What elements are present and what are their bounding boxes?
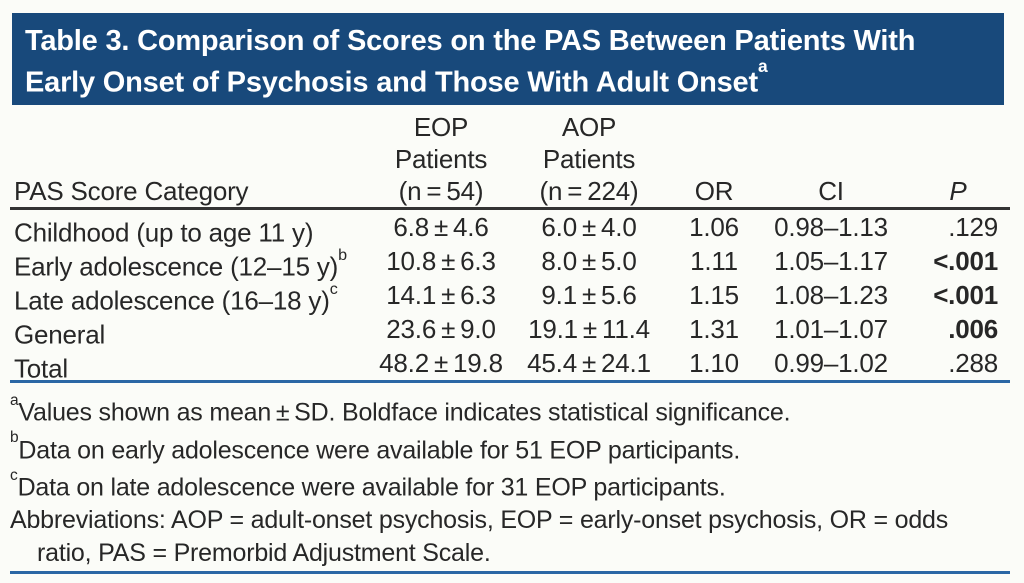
cell-ci: 1.08–1.23: [774, 280, 888, 310]
table-row-early-adolescence: Early adolescence (12–15 y)b 10.8 ± 6.3 …: [10, 244, 1010, 282]
cell-aop: 45.4 ± 24.1: [527, 348, 651, 378]
footnote-abbreviations-line2: ratio, PAS = Premorbid Adjustment Scale.: [37, 538, 491, 567]
cell-category: Total: [10, 346, 376, 386]
table-header-row: PAS Score Category EOP Patients (n = 54)…: [10, 105, 1010, 210]
cell-category: Early adolescence (12–15 y)b: [10, 244, 376, 284]
table-title-banner: Table 3. Comparison of Scores on the PAS…: [12, 13, 1004, 105]
cell-category: General: [10, 312, 376, 352]
footnote-abbreviations: Abbreviations: AOP = adult-onset psychos…: [10, 504, 1010, 569]
table-row-childhood: Childhood (up to age 11 y) 6.8 ± 4.6 6.0…: [10, 210, 1010, 248]
footnote-b: bData on early adolescence were availabl…: [10, 429, 1010, 467]
cell-p: .129: [948, 212, 998, 242]
cell-aop: 8.0 ± 5.0: [541, 246, 637, 276]
table-title-superscript: a: [757, 56, 768, 77]
column-header-eop-line1: EOP: [413, 112, 469, 142]
cell-or: 1.31: [689, 314, 739, 344]
footnotes: aValues shown as mean ± SD. Boldface ind…: [10, 391, 1010, 575]
column-header-category: PAS Score Category: [14, 176, 249, 206]
cell-p: .006: [948, 314, 998, 344]
column-header-eop-line2: Patients: [394, 144, 488, 174]
cell-p: <.001: [933, 246, 998, 276]
footnote-a-sup: a: [10, 391, 19, 409]
cell-eop: 48.2 ± 19.8: [379, 348, 503, 378]
cell-category-sup: b: [338, 245, 347, 264]
footnote-a-text: Values shown as mean ± SD. Boldface indi…: [18, 398, 791, 427]
cell-category-text: Early adolescence (12–15 y): [14, 251, 339, 282]
table-title-line1: Table 3. Comparison of Scores on the PAS…: [25, 25, 916, 57]
column-header-aop-line2: Patients: [542, 144, 636, 174]
table: PAS Score Category EOP Patients (n = 54)…: [10, 105, 1010, 384]
table-title-line2: Early Onset of Psychosis and Those With …: [25, 56, 994, 100]
table-title-line2-text: Early Onset of Psychosis and Those With …: [25, 66, 758, 99]
cell-ci: 1.01–1.07: [774, 314, 888, 344]
cell-or: 1.11: [690, 246, 738, 276]
cell-or: 1.06: [689, 212, 739, 242]
cell-or: 1.10: [689, 348, 739, 378]
footnote-c-text: Data on late adolescence were available …: [17, 473, 726, 502]
footnote-c-sup: c: [10, 466, 18, 484]
cell-category-text: Late adolescence (16–18 y): [14, 285, 330, 316]
cell-ci: 0.99–1.02: [774, 348, 888, 378]
cell-p: <.001: [933, 280, 998, 310]
cell-aop: 19.1 ± 11.4: [528, 314, 650, 344]
cell-eop: 6.8 ± 4.6: [393, 212, 489, 242]
cell-or: 1.15: [689, 280, 739, 310]
column-header-aop-line3: (n = 224): [539, 176, 639, 206]
cell-eop: 14.1 ± 6.3: [386, 280, 496, 310]
footnote-b-text: Data on early adolescence were available…: [18, 436, 741, 465]
cell-category: Childhood (up to age 11 y): [10, 210, 376, 250]
cell-p: .288: [948, 348, 998, 378]
cell-category: Late adolescence (16–18 y)c: [10, 278, 376, 318]
cell-category-text: General: [14, 319, 106, 350]
footnote-a: aValues shown as mean ± SD. Boldface ind…: [10, 391, 1010, 429]
cell-category-text: Total: [14, 353, 68, 384]
cell-eop: 23.6 ± 9.0: [386, 314, 496, 344]
table-row-total: Total 48.2 ± 19.8 45.4 ± 24.1 1.10 0.99–…: [10, 346, 1010, 384]
cell-aop: 6.0 ± 4.0: [541, 212, 637, 242]
column-header-aop-line1: AOP: [561, 112, 617, 142]
column-header-ci: CI: [818, 176, 844, 206]
cell-category-text: Childhood (up to age 11 y): [14, 217, 314, 248]
footnote-c: cData on late adolescence were available…: [10, 466, 1010, 504]
footnote-abbreviations-line1: Abbreviations: AOP = adult-onset psychos…: [10, 506, 949, 535]
table-row-late-adolescence: Late adolescence (16–18 y)c 14.1 ± 6.3 9…: [10, 278, 1010, 316]
column-header-aop: AOP Patients (n = 224): [506, 111, 672, 207]
column-header-eop-line3: (n = 54): [398, 176, 484, 206]
table-body: Childhood (up to age 11 y) 6.8 ± 4.6 6.0…: [10, 210, 1010, 384]
cell-aop: 9.1 ± 5.6: [541, 280, 637, 310]
cell-eop: 10.8 ± 6.3: [386, 246, 496, 276]
table-row-general: General 23.6 ± 9.0 19.1 ± 11.4 1.31 1.01…: [10, 312, 1010, 350]
footnote-b-sup: b: [10, 429, 19, 447]
column-header-p: P: [949, 176, 967, 206]
cell-category-sup: c: [329, 279, 338, 298]
column-header-eop: EOP Patients (n = 54): [376, 111, 506, 207]
cell-ci: 1.05–1.17: [774, 246, 888, 276]
cell-ci: 0.98–1.13: [774, 212, 888, 242]
column-header-or: OR: [694, 176, 734, 206]
